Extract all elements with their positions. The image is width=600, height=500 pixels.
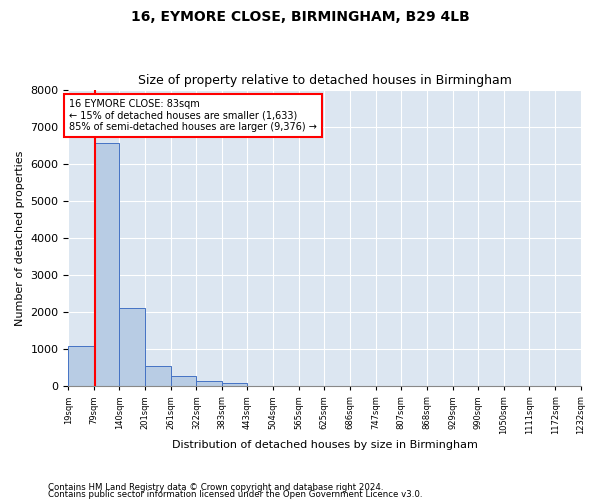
Y-axis label: Number of detached properties: Number of detached properties xyxy=(15,150,25,326)
Bar xyxy=(119,308,145,386)
Text: Contains HM Land Registry data © Crown copyright and database right 2024.: Contains HM Land Registry data © Crown c… xyxy=(48,484,383,492)
Text: 16 EYMORE CLOSE: 83sqm
← 15% of detached houses are smaller (1,633)
85% of semi-: 16 EYMORE CLOSE: 83sqm ← 15% of detached… xyxy=(69,99,317,132)
Bar xyxy=(170,376,196,386)
Text: Contains public sector information licensed under the Open Government Licence v3: Contains public sector information licen… xyxy=(48,490,422,499)
Bar xyxy=(222,384,247,386)
X-axis label: Distribution of detached houses by size in Birmingham: Distribution of detached houses by size … xyxy=(172,440,478,450)
Bar xyxy=(196,381,222,386)
Title: Size of property relative to detached houses in Birmingham: Size of property relative to detached ho… xyxy=(137,74,511,87)
Bar xyxy=(94,144,119,386)
Bar xyxy=(68,346,94,387)
Bar xyxy=(145,366,170,386)
Text: 16, EYMORE CLOSE, BIRMINGHAM, B29 4LB: 16, EYMORE CLOSE, BIRMINGHAM, B29 4LB xyxy=(131,10,469,24)
